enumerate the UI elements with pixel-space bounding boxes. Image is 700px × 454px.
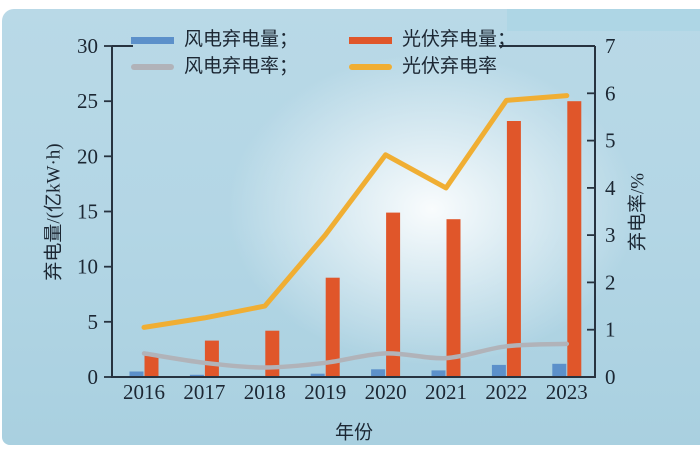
bar-pv-2022 xyxy=(506,121,521,377)
chart-legend: 风电弃电量； 光伏弃电量； 风电弃电率； 光伏弃电率 xyxy=(131,28,516,79)
pv-rate-swatch-icon xyxy=(349,64,392,70)
legend-label-wind-curtailment: 风电弃电量； xyxy=(184,29,299,50)
legend-item-pv-rate: 光伏弃电率 xyxy=(349,55,516,79)
bars-wind xyxy=(129,363,567,377)
chart-canvas: 0 5 10 15 20 25 30 0 1 2 3 4 5 6 7 2016 2017 2018 2019 2020… xyxy=(77,34,616,404)
wind-rate-swatch-icon xyxy=(131,64,174,70)
left-axis-title: 弃电量/(亿kW·h) xyxy=(43,143,65,281)
bar-pv-2023 xyxy=(567,101,582,377)
legend-label-wind-rate: 风电弃电率； xyxy=(184,56,299,77)
right-axis-tick-label-2: 2 xyxy=(605,270,616,294)
bar-pv-2017 xyxy=(204,340,219,377)
left-axis-tick-label-5: 5 xyxy=(88,310,99,334)
bar-pv-2019 xyxy=(325,277,340,377)
bar-wind-2017 xyxy=(189,374,204,377)
right-axis-title: 弃电率/% xyxy=(627,172,649,252)
left-axis-tick-label-0: 0 xyxy=(88,365,99,389)
wind-rate-line xyxy=(141,341,570,370)
legend-label-pv-rate: 光伏弃电率 xyxy=(402,56,498,77)
bars-pv xyxy=(144,101,582,377)
card-top-right-fill xyxy=(507,9,700,31)
right-axis-tick-label-6: 6 xyxy=(605,81,616,105)
legend-label-pv-curtailment: 光伏弃电量； xyxy=(402,29,517,50)
x-axis-tick-label-2022: 2022 xyxy=(485,380,527,404)
bar-pv-2016 xyxy=(144,353,159,377)
pv-rate-line xyxy=(141,93,570,330)
bar-pv-2021 xyxy=(446,219,461,377)
wind-curtailment-swatch-icon xyxy=(131,36,174,44)
bar-wind-2020 xyxy=(371,369,386,377)
left-axis-tick-label-30: 30 xyxy=(77,34,98,58)
x-axis-tick-label-2016: 2016 xyxy=(123,380,165,404)
left-axis-tick-label-10: 10 xyxy=(77,255,98,279)
right-axis-tick-label-5: 5 xyxy=(605,129,616,153)
bar-wind-2023 xyxy=(552,363,567,377)
bar-wind-2016 xyxy=(129,371,144,377)
x-axis-tick-label-2019: 2019 xyxy=(304,380,346,404)
axis-ticks xyxy=(104,45,595,378)
bar-wind-2019 xyxy=(310,373,325,377)
right-axis-tick-label-4: 4 xyxy=(605,176,616,200)
legend-item-wind-rate: 风电弃电率； xyxy=(131,55,349,79)
x-axis-tick-label-2021: 2021 xyxy=(425,380,467,404)
x-axis-tick-label-2023: 2023 xyxy=(546,380,588,404)
right-axis-tick-label-0: 0 xyxy=(605,365,616,389)
chart-card: 0 5 10 15 20 25 30 0 1 2 3 4 5 6 7 2016 2017 2018 2019 2020… xyxy=(2,9,700,445)
left-axis-tick-label-25: 25 xyxy=(77,89,98,113)
left-axis-tick-label-15: 15 xyxy=(77,200,98,224)
x-axis-tick-label-2018: 2018 xyxy=(244,380,286,404)
legend-item-pv-curtailment: 光伏弃电量； xyxy=(349,28,516,52)
axes-frame xyxy=(111,45,596,378)
axis-tick-labels: 0 5 10 15 20 25 30 0 1 2 3 4 5 6 7 2016 2017 2018 2019 2020… xyxy=(77,34,616,404)
bar-wind-2022 xyxy=(491,364,506,377)
pv-curtailment-swatch-icon xyxy=(349,36,392,44)
right-axis-tick-label-3: 3 xyxy=(605,223,616,247)
bar-wind-2021 xyxy=(431,370,446,377)
bar-pv-2018 xyxy=(265,330,280,377)
x-axis-title: 年份 xyxy=(334,422,374,444)
left-axis-tick-label-20: 20 xyxy=(77,144,98,168)
right-axis-tick-label-1: 1 xyxy=(605,318,616,342)
x-axis-tick-label-2020: 2020 xyxy=(365,380,407,404)
plot-border xyxy=(111,45,596,378)
legend-item-wind-curtailment: 风电弃电量； xyxy=(131,28,349,52)
bar-pv-2020 xyxy=(386,212,401,377)
x-axis-tick-label-2017: 2017 xyxy=(183,380,225,404)
right-axis-tick-label-7: 7 xyxy=(605,34,616,58)
